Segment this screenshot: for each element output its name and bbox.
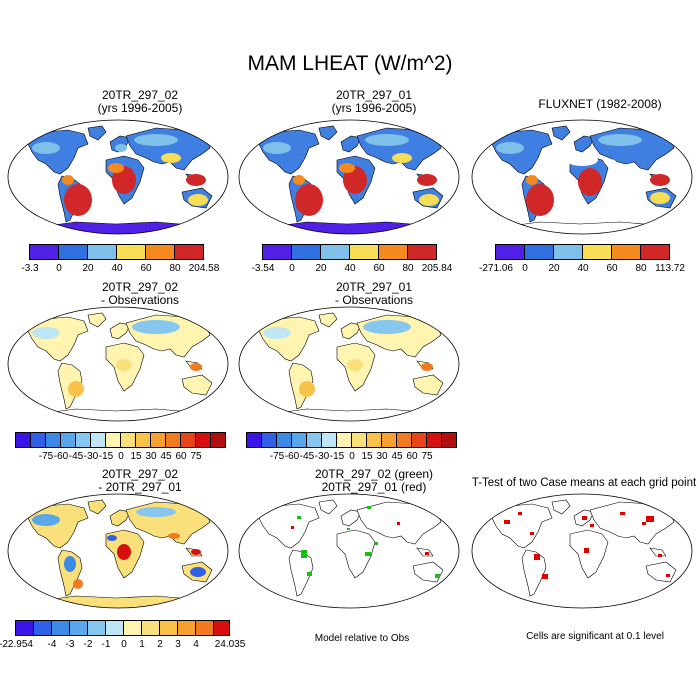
colorbar-model-01-minus-obs: -75 -60 -45 -30 -15 0 15 30 45 60 75 bbox=[246, 432, 457, 462]
panel-title-t-test: T-Test of two Case means at each grid po… bbox=[471, 477, 697, 489]
note-significance-level: Cells are significant at 0.1 level bbox=[526, 631, 664, 642]
colorbar-model-01-climatology: -3.54 0 20 40 60 80 205.84 bbox=[252, 244, 452, 274]
panel-title-model-01: 20TR_297_01 (yrs 1996-2005) bbox=[331, 88, 417, 115]
colorbar-model-02-minus-model-01: -22.954 -4 -3 -2 -1 0 1 2 3 4 24.035 bbox=[0, 620, 245, 650]
note-model-relative-to-obs: Model relative to Obs bbox=[314, 633, 410, 644]
map-model-02-minus-model-01 bbox=[7, 493, 229, 609]
main-title: MAM LHEAT (W/m^2) bbox=[247, 52, 453, 75]
colorbar-fluxnet: -271.06 0 20 40 60 80 113.72 bbox=[479, 244, 685, 274]
panel-title-model-02: 20TR_297_02 (yrs 1996-2005) bbox=[97, 88, 183, 115]
panel-title-model-01-minus-obs: 20TR_297_01 - Observations bbox=[334, 280, 414, 307]
panel-title-model-02-minus-obs: 20TR_297_02 - Observations bbox=[100, 280, 180, 307]
map-model-01-minus-observations bbox=[238, 306, 460, 422]
panel-title-model-comparison: 20TR_297_02 (green) 20TR_297_01 (red) bbox=[314, 467, 434, 494]
map-t-test-significance bbox=[471, 493, 693, 609]
map-model-02-climatology bbox=[7, 119, 229, 235]
panel-title-fluxnet: FLUXNET (1982-2008) bbox=[538, 97, 662, 111]
colorbar-model-02-climatology: -3.3 0 20 40 60 80 204.58 bbox=[21, 244, 219, 274]
colorbar-model-02-minus-obs: -75 -60 -45 -30 -15 0 15 30 45 60 75 bbox=[15, 432, 226, 462]
map-model-01-climatology bbox=[238, 119, 460, 235]
map-model-02-minus-observations bbox=[7, 306, 229, 422]
map-fluxnet-observations bbox=[471, 119, 693, 235]
panel-title-model-02-minus-model-01: 20TR_297_02 - 20TR_297_01 bbox=[98, 467, 182, 494]
map-model-relative-to-obs bbox=[238, 493, 460, 609]
